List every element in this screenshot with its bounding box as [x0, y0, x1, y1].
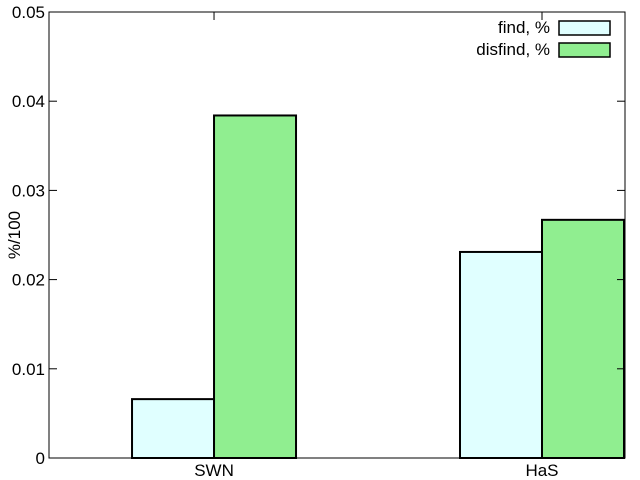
legend: find, % disfind, % — [476, 18, 611, 59]
y-tick-label: 0.03 — [12, 181, 45, 200]
bar-has-series-2 — [540, 218, 625, 459]
legend-label: disfind, % — [476, 40, 550, 59]
y-tick-label: 0.04 — [12, 92, 45, 111]
category-label: HaS — [525, 461, 558, 480]
bar-swn-series-1 — [131, 398, 216, 459]
legend-label: find, % — [498, 18, 550, 37]
y-tick-label: 0.02 — [12, 271, 45, 290]
y-axis-title: %/100 — [5, 211, 24, 259]
legend-swatch — [558, 20, 611, 36]
bar-has-series-1 — [458, 250, 543, 459]
y-tick-label: 0.01 — [12, 360, 45, 379]
y-tick-label: 0.05 — [12, 3, 45, 22]
bar-swn-series-2 — [213, 114, 298, 460]
y-axis: 0 0.01 0.02 0.03 0.04 0.05 — [12, 3, 625, 468]
legend-swatch — [558, 42, 611, 58]
plot-frame — [48, 11, 626, 459]
category-label: SWN — [194, 461, 234, 480]
x-axis: SWN HaS — [194, 12, 559, 480]
y-tick-label: 0 — [36, 449, 45, 468]
bars-layer — [131, 114, 625, 460]
